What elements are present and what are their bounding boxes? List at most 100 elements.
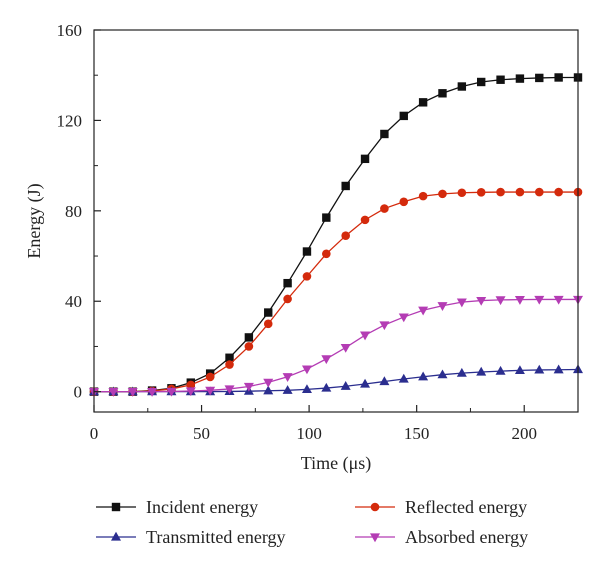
series-line xyxy=(94,298,578,393)
data-point xyxy=(301,384,312,393)
data-point xyxy=(263,319,273,329)
y-axis-title: Energy (J) xyxy=(24,183,45,258)
legend-item: Reflected energy xyxy=(355,497,527,517)
y-tick-label: 160 xyxy=(57,21,83,40)
data-point xyxy=(438,189,447,199)
data-point xyxy=(418,191,428,201)
x-tick-label: 0 xyxy=(90,424,99,443)
data-point xyxy=(225,353,234,362)
data-point xyxy=(282,385,293,394)
data-point xyxy=(185,387,196,397)
data-point xyxy=(554,187,563,197)
data-point xyxy=(379,376,390,386)
data-point xyxy=(341,181,350,191)
data-point xyxy=(224,385,235,395)
data-point xyxy=(399,197,409,207)
data-point xyxy=(302,247,312,256)
plot-area xyxy=(89,29,583,413)
data-point xyxy=(244,333,254,342)
x-axis: 0 50 100 150 200 xyxy=(90,405,537,443)
data-point xyxy=(534,364,545,374)
legend-marker xyxy=(111,502,121,512)
data-point xyxy=(476,366,487,376)
data-point xyxy=(496,187,505,197)
x-axis-title: Time (μs) xyxy=(301,453,372,474)
data-point xyxy=(379,321,390,331)
data-point xyxy=(476,187,486,197)
series-absorbed-energy xyxy=(89,295,583,397)
data-point xyxy=(301,365,312,375)
series-transmitted-energy xyxy=(89,364,583,396)
data-point xyxy=(302,272,312,281)
data-point xyxy=(282,373,293,382)
data-point xyxy=(515,74,525,83)
x-tick-label: 100 xyxy=(296,424,322,443)
data-point xyxy=(147,388,158,397)
data-point xyxy=(186,380,196,390)
data-point xyxy=(321,355,332,365)
series-line xyxy=(94,191,578,393)
legend: Incident energy Reflected energy Transmitt… xyxy=(96,497,528,547)
data-point xyxy=(205,372,215,382)
data-point xyxy=(456,298,467,308)
legend-marker xyxy=(111,531,121,541)
legend-label: Incident energy xyxy=(146,497,258,517)
data-point xyxy=(477,77,486,87)
data-point xyxy=(418,371,429,381)
data-point xyxy=(380,204,389,213)
data-point xyxy=(360,215,370,225)
legend-label: Reflected energy xyxy=(405,497,527,517)
data-point xyxy=(322,213,331,222)
data-point xyxy=(360,154,370,164)
legend-item: Absorbed energy xyxy=(355,527,528,547)
y-tick-label: 0 xyxy=(74,383,83,402)
data-point xyxy=(553,295,564,305)
y-tick-label: 80 xyxy=(65,202,82,221)
data-point xyxy=(476,296,487,306)
data-point xyxy=(457,188,467,198)
x-tick-label: 200 xyxy=(511,424,537,443)
data-point xyxy=(398,313,409,323)
data-point xyxy=(108,388,119,397)
legend-label: Absorbed energy xyxy=(405,527,528,547)
data-point xyxy=(534,187,544,197)
legend-item: Transmitted energy xyxy=(96,527,286,547)
data-point xyxy=(554,73,563,82)
legend-marker xyxy=(370,502,380,512)
data-point xyxy=(456,367,467,377)
data-point xyxy=(283,278,292,288)
data-point xyxy=(263,378,274,388)
data-point xyxy=(438,89,447,98)
data-point xyxy=(514,365,525,375)
data-point xyxy=(534,295,545,305)
data-point xyxy=(322,249,331,259)
data-point xyxy=(496,75,505,84)
data-point xyxy=(205,386,216,396)
data-point xyxy=(244,342,254,351)
legend-item: Incident energy xyxy=(96,497,258,517)
data-point xyxy=(553,364,564,374)
data-point xyxy=(360,378,371,388)
data-point xyxy=(398,373,409,383)
data-point xyxy=(418,306,429,316)
legend-label: Transmitted energy xyxy=(146,527,286,547)
data-point xyxy=(399,111,408,121)
series-line xyxy=(94,76,578,393)
data-point xyxy=(418,98,428,107)
data-point xyxy=(495,365,506,375)
y-axis: 0 40 80 120 160 xyxy=(57,21,101,402)
data-point xyxy=(166,387,177,397)
x-tick-label: 50 xyxy=(193,424,210,443)
data-point xyxy=(263,385,274,395)
data-point xyxy=(243,382,254,392)
data-point xyxy=(514,296,525,305)
data-point xyxy=(360,331,371,341)
data-point xyxy=(127,388,138,397)
data-point xyxy=(437,302,448,311)
data-point xyxy=(495,296,506,306)
data-point xyxy=(283,294,292,304)
x-tick-label: 150 xyxy=(404,424,430,443)
data-point xyxy=(535,73,544,83)
data-point xyxy=(321,382,332,392)
